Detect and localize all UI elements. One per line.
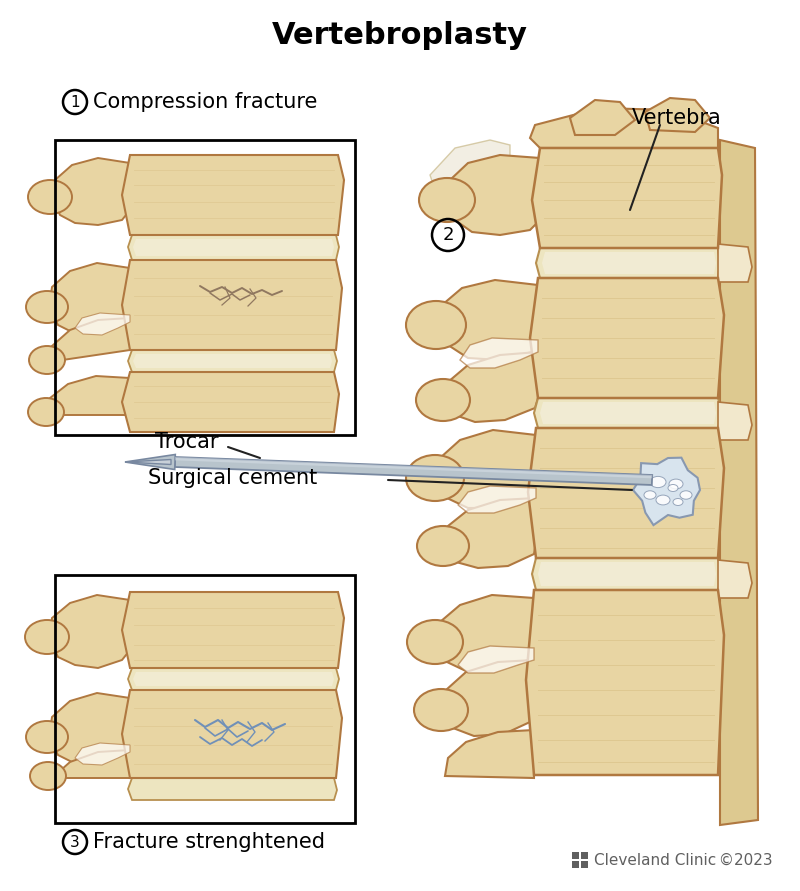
Ellipse shape (28, 398, 64, 426)
Bar (582, 862, 588, 868)
Polygon shape (445, 730, 534, 778)
Polygon shape (49, 595, 130, 668)
Polygon shape (128, 778, 337, 800)
Ellipse shape (669, 479, 683, 489)
Polygon shape (720, 140, 758, 825)
Ellipse shape (407, 620, 463, 664)
Polygon shape (125, 460, 171, 464)
Polygon shape (718, 560, 752, 598)
Polygon shape (122, 592, 344, 668)
Polygon shape (645, 98, 710, 132)
Polygon shape (530, 278, 724, 398)
Bar (55, 575, 355, 823)
Text: Surgical cement: Surgical cement (148, 468, 318, 488)
Ellipse shape (26, 721, 68, 753)
Polygon shape (460, 338, 538, 368)
Ellipse shape (28, 180, 72, 214)
Polygon shape (542, 252, 716, 274)
Polygon shape (133, 239, 334, 256)
Polygon shape (133, 354, 332, 368)
Polygon shape (445, 498, 536, 568)
Polygon shape (75, 313, 130, 335)
Polygon shape (530, 108, 718, 148)
Polygon shape (122, 690, 342, 778)
Text: 3: 3 (70, 835, 80, 849)
Polygon shape (536, 248, 720, 278)
Ellipse shape (406, 455, 464, 501)
Polygon shape (534, 398, 722, 428)
Polygon shape (438, 280, 538, 360)
Bar (582, 852, 588, 859)
Ellipse shape (414, 689, 468, 731)
Polygon shape (633, 458, 700, 525)
Polygon shape (718, 244, 752, 282)
Ellipse shape (29, 346, 65, 374)
Polygon shape (430, 140, 510, 215)
Polygon shape (122, 372, 339, 432)
Text: Cleveland Clinic: Cleveland Clinic (594, 853, 716, 868)
Text: ©2023: ©2023 (709, 853, 773, 868)
Polygon shape (122, 260, 342, 350)
Ellipse shape (25, 620, 69, 654)
Ellipse shape (680, 491, 692, 499)
Ellipse shape (673, 498, 683, 505)
Polygon shape (128, 668, 339, 690)
Text: Vertebroplasty: Vertebroplasty (272, 20, 528, 50)
Polygon shape (437, 430, 536, 508)
Polygon shape (49, 693, 130, 765)
Polygon shape (526, 590, 724, 775)
Ellipse shape (26, 291, 68, 323)
Polygon shape (458, 646, 534, 673)
Ellipse shape (406, 301, 466, 349)
Bar (572, 862, 578, 868)
Polygon shape (175, 457, 652, 485)
Ellipse shape (644, 491, 656, 499)
Polygon shape (458, 486, 536, 513)
Text: Vertebra: Vertebra (632, 108, 722, 128)
Polygon shape (128, 350, 337, 372)
Polygon shape (445, 352, 538, 422)
Polygon shape (718, 402, 752, 440)
Polygon shape (540, 402, 716, 424)
Ellipse shape (30, 762, 66, 790)
Polygon shape (538, 562, 716, 586)
Text: 2: 2 (442, 226, 454, 244)
Bar (572, 852, 578, 859)
Ellipse shape (417, 526, 469, 566)
Text: Trocar: Trocar (155, 432, 218, 452)
Text: Fracture strenghtened: Fracture strenghtened (93, 832, 325, 852)
Polygon shape (49, 318, 130, 362)
Polygon shape (443, 660, 534, 736)
Polygon shape (133, 672, 334, 686)
Polygon shape (175, 457, 652, 478)
Polygon shape (528, 428, 724, 558)
Ellipse shape (650, 477, 666, 487)
Polygon shape (437, 595, 534, 672)
Text: 1: 1 (70, 94, 80, 110)
Polygon shape (125, 454, 175, 470)
Polygon shape (49, 263, 130, 335)
Ellipse shape (656, 495, 670, 505)
Polygon shape (52, 158, 130, 225)
Polygon shape (532, 148, 722, 248)
Ellipse shape (668, 485, 678, 492)
Ellipse shape (419, 178, 475, 222)
Polygon shape (570, 100, 635, 135)
Text: Compression fracture: Compression fracture (93, 92, 318, 112)
Ellipse shape (416, 379, 470, 421)
Polygon shape (448, 155, 540, 235)
Polygon shape (532, 558, 722, 590)
Polygon shape (75, 743, 130, 765)
Polygon shape (52, 750, 130, 778)
Bar (55, 140, 355, 435)
Polygon shape (122, 155, 344, 235)
Polygon shape (48, 376, 130, 415)
Polygon shape (128, 235, 339, 260)
